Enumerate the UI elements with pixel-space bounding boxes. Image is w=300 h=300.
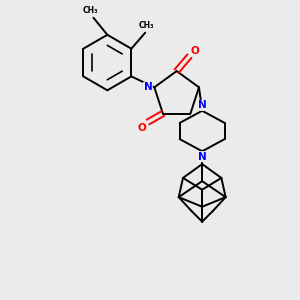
Text: N: N — [144, 82, 152, 92]
Text: O: O — [190, 46, 199, 56]
Text: N: N — [198, 152, 207, 162]
Text: CH₃: CH₃ — [82, 6, 98, 15]
Text: CH₃: CH₃ — [139, 21, 154, 30]
Text: N: N — [198, 100, 207, 110]
Text: O: O — [137, 124, 146, 134]
